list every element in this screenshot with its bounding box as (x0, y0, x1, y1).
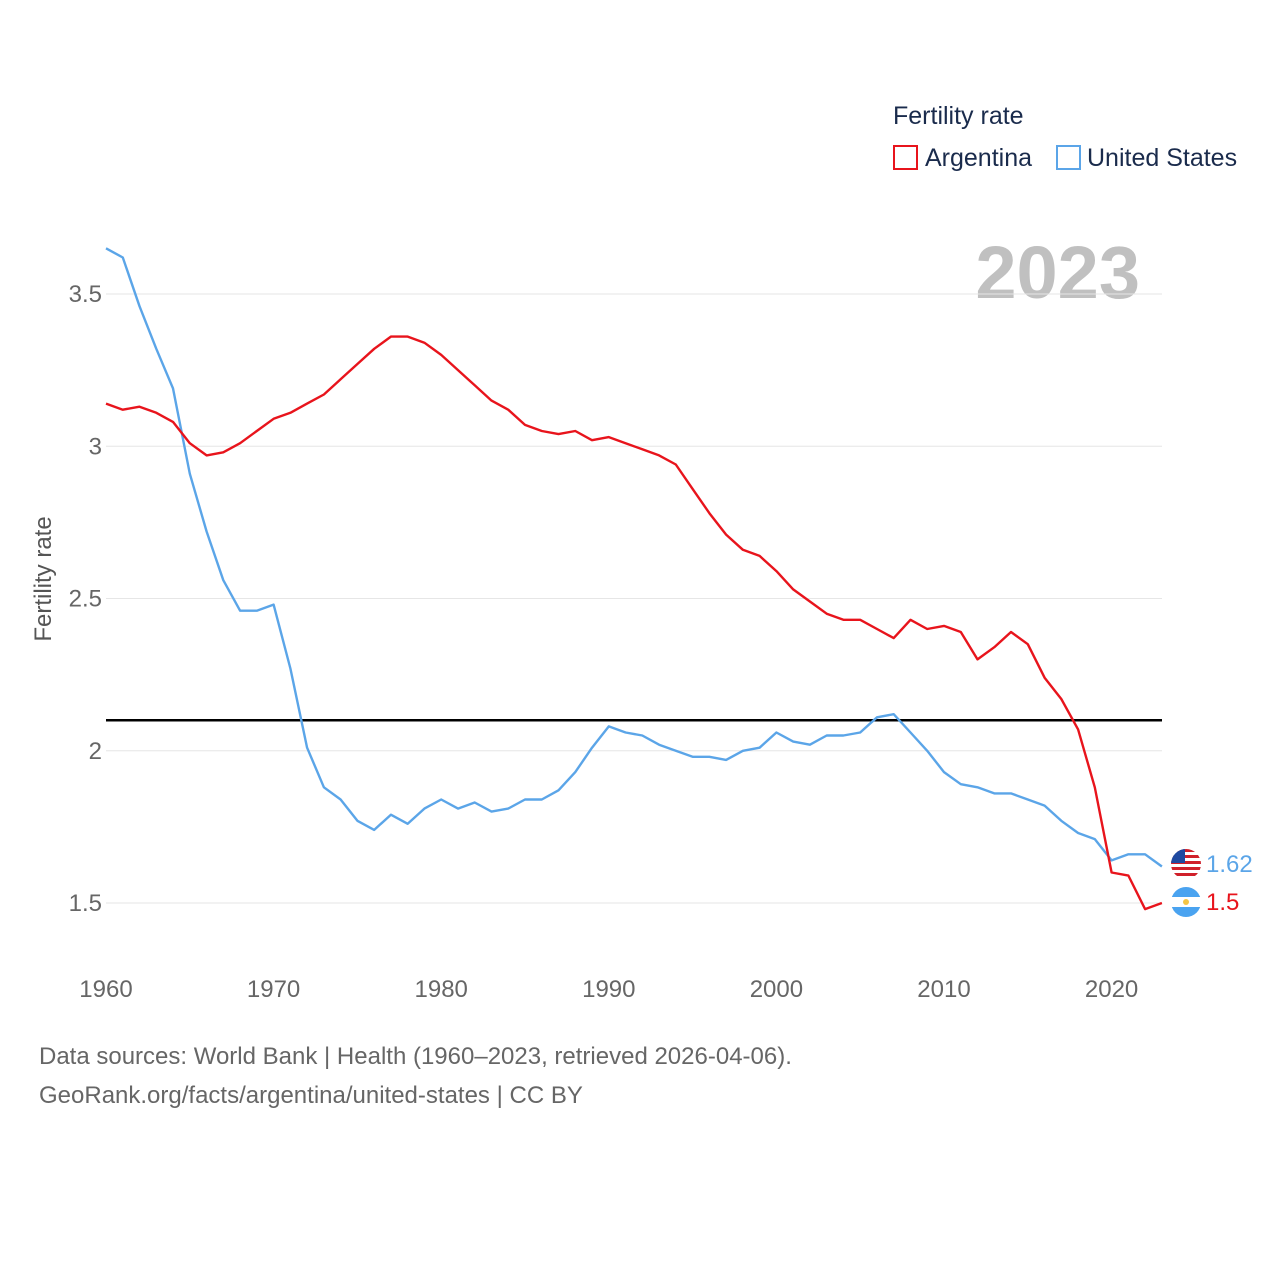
year-label: 2023 (975, 231, 1140, 314)
series-line-argentina[interactable] (105, 335, 1163, 911)
x-tick-label: 2020 (1085, 976, 1138, 1003)
y-tick-label: 2 (89, 738, 102, 765)
y-tick-label: 3 (89, 433, 102, 460)
legend-label-argentina[interactable]: Argentina (925, 144, 1032, 172)
y-tick-label: 1.5 (69, 890, 102, 917)
end-value-label-argentina: 1.5 (1206, 889, 1239, 916)
argentina-flag-icon (1171, 887, 1201, 917)
data-source-note: Data sources: World Bank | Health (1960–… (39, 1043, 792, 1070)
x-tick-label: 1980 (415, 976, 468, 1003)
legend-label-united-states[interactable]: United States (1087, 144, 1237, 172)
y-tick-label: 3.5 (69, 281, 102, 308)
source-link[interactable]: GeoRank.org/facts/argentina/united-state… (39, 1082, 583, 1109)
x-axis-ticks: 1960 1970 1980 1990 2000 2010 2020 (79, 976, 1138, 1003)
x-tick-label: 2000 (750, 976, 803, 1003)
y-axis-ticks: 1.5 2 2.5 3 3.5 (69, 281, 102, 917)
x-tick-label: 1970 (247, 976, 300, 1003)
us-flag-icon (1171, 849, 1201, 879)
x-tick-label: 2010 (917, 976, 970, 1003)
legend-swatch-argentina[interactable] (893, 145, 918, 170)
y-axis-title: Fertility rate (30, 516, 57, 641)
y-tick-label: 2.5 (69, 586, 102, 613)
x-tick-label: 1960 (79, 976, 132, 1003)
legend-swatch-united-states[interactable] (1056, 145, 1081, 170)
series-line-united-states[interactable] (105, 247, 1163, 868)
gridlines (106, 293, 1162, 904)
legend: Fertility rate Argentina United States (893, 102, 1237, 172)
legend-title: Fertility rate (893, 102, 1024, 130)
x-tick-label: 1990 (582, 976, 635, 1003)
end-value-label-united-states: 1.62 (1206, 851, 1253, 878)
